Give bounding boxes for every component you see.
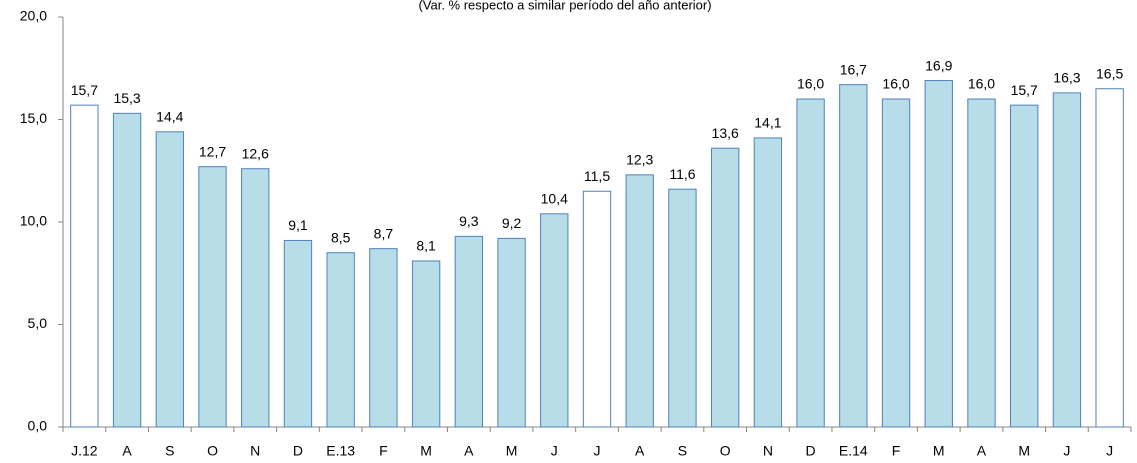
value-label: 15,7	[71, 82, 98, 98]
value-label: 16,5	[1096, 65, 1123, 81]
x-tick-label: O	[720, 443, 731, 459]
x-tick-label: J.12	[71, 443, 98, 459]
value-label: 11,5	[584, 168, 610, 184]
x-tick-label: E.13	[326, 443, 355, 459]
value-label: 8,1	[416, 238, 436, 254]
bar	[753, 137, 783, 428]
value-label: 16,0	[968, 76, 995, 92]
x-tick-label: J	[1106, 443, 1113, 459]
value-label: 15,7	[1011, 82, 1038, 98]
bar	[241, 168, 270, 428]
value-label: 14,4	[156, 109, 183, 125]
value-label: 10,4	[541, 191, 568, 207]
bar	[70, 104, 99, 428]
x-tick-label: F	[379, 443, 388, 459]
value-label: 13,6	[712, 125, 739, 141]
bar	[540, 213, 569, 428]
x-tick-label: J	[594, 443, 601, 459]
y-tick-label: 0,0	[28, 418, 48, 434]
value-label: 12,6	[242, 145, 269, 161]
value-label: 16,0	[797, 76, 824, 92]
value-label: 16,0	[882, 76, 909, 92]
chart-subtitle: (Var. % respecto a similar período del a…	[418, 0, 711, 12]
value-label: 16,9	[925, 57, 952, 73]
bar	[625, 174, 654, 428]
bar	[155, 131, 184, 428]
x-tick-label: N	[763, 443, 773, 459]
value-label: 9,3	[459, 213, 479, 229]
bar	[924, 80, 953, 428]
bar	[411, 260, 441, 428]
x-tick-label: J	[551, 443, 558, 459]
y-tick-label: 15,0	[20, 110, 47, 126]
value-label: 8,5	[331, 229, 351, 245]
x-tick-label: N	[250, 443, 260, 459]
x-tick-label: A	[977, 443, 987, 459]
value-label: 12,7	[199, 143, 226, 159]
bar	[454, 235, 484, 428]
bar	[1095, 88, 1124, 428]
bar	[881, 98, 911, 428]
bar	[796, 98, 825, 428]
value-label: 9,1	[288, 217, 308, 233]
bar	[668, 188, 697, 428]
value-label: 11,6	[669, 166, 695, 182]
bar	[839, 84, 868, 428]
x-tick-label: D	[806, 443, 816, 459]
bar	[710, 147, 740, 428]
x-tick-label: A	[464, 443, 474, 459]
y-tick-label: 10,0	[20, 213, 47, 229]
bar	[112, 112, 142, 428]
bar	[582, 190, 612, 428]
value-label: 14,1	[754, 115, 781, 131]
x-tick-label: F	[892, 443, 901, 459]
x-tick-label: D	[293, 443, 303, 459]
value-label: 9,2	[502, 215, 522, 231]
bar	[967, 98, 996, 428]
value-label: 12,3	[626, 152, 653, 168]
bar	[1052, 92, 1082, 428]
x-tick-label: M	[1018, 443, 1030, 459]
x-tick-label: M	[933, 443, 945, 459]
x-tick-label: O	[207, 443, 218, 459]
y-tick-label: 20,0	[20, 8, 47, 24]
bar	[283, 239, 313, 428]
value-label: 16,7	[840, 61, 867, 77]
value-label: 8,7	[374, 225, 394, 241]
bar	[369, 248, 398, 428]
x-tick-label: A	[122, 443, 132, 459]
x-tick-label: E.14	[839, 443, 868, 459]
x-tick-label: M	[506, 443, 518, 459]
x-tick-label: J	[1063, 443, 1070, 459]
x-tick-label: M	[420, 443, 432, 459]
bar	[326, 252, 355, 428]
x-tick-label: A	[635, 443, 645, 459]
value-label: 16,3	[1053, 70, 1080, 86]
bar	[198, 166, 227, 428]
bar	[1010, 104, 1039, 428]
y-tick-label: 5,0	[28, 315, 48, 331]
value-label: 15,3	[113, 90, 140, 106]
x-tick-label: S	[678, 443, 687, 459]
bar	[497, 237, 526, 428]
x-tick-label: S	[165, 443, 174, 459]
